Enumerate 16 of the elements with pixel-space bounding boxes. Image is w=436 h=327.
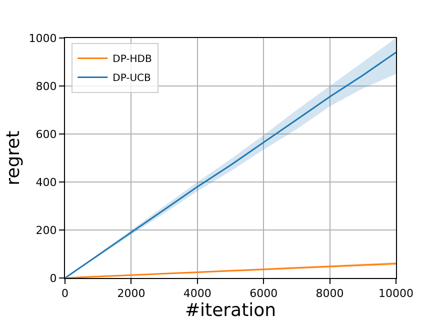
x-tick-label: 8000	[316, 287, 344, 300]
y-tick-label: 0	[50, 272, 57, 285]
y-tick-label: 600	[36, 128, 57, 141]
x-axis-title: #iteration	[184, 300, 276, 322]
x-tick-label: 4000	[183, 287, 212, 300]
y-tick-label: 400	[36, 176, 57, 189]
x-tick-label: 10000	[378, 287, 414, 300]
y-axis-title: regret	[3, 130, 24, 186]
x-tick-label: 6000	[250, 287, 278, 300]
legend-label: DP-UCB	[112, 73, 152, 84]
legend-label: DP-HDB	[112, 54, 152, 66]
x-tick-label: 0	[62, 287, 68, 300]
y-tick-label: 1000	[28, 32, 57, 45]
x-tick-label: 2000	[117, 287, 146, 300]
y-tick-label: 200	[36, 224, 57, 237]
y-tick-label: 800	[36, 80, 57, 93]
